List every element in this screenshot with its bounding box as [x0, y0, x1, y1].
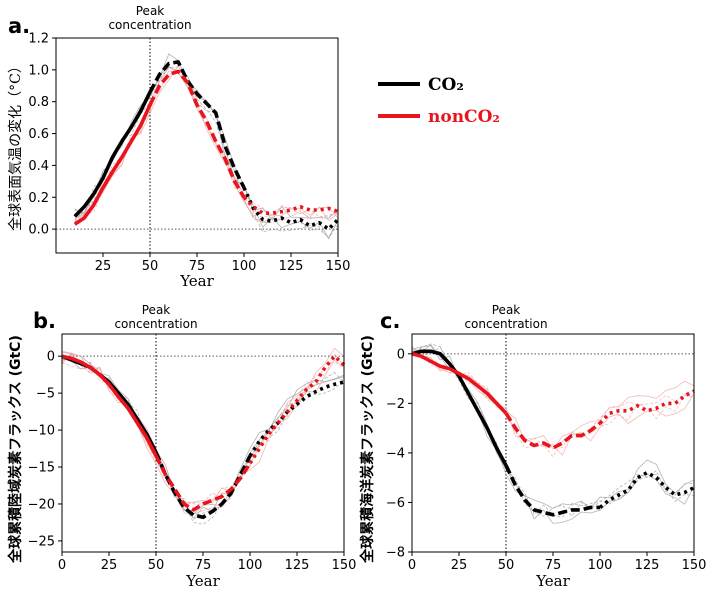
panel-c-xtick-0: 0 [408, 558, 416, 573]
panel-b: b. Peak concentration 0 25 50 75 100 125 1500−… [7, 303, 356, 590]
panel-c-xtick-50: 50 [498, 558, 515, 573]
panel-b-co2-line-decline [154, 451, 252, 520]
panel-a-xtick-150: 150 [326, 259, 351, 274]
panel-c-xlabel: Year [535, 572, 570, 590]
panel-a-nonco2-line-ramp [73, 104, 152, 226]
panel-b-xtick-150: 150 [332, 558, 357, 573]
panel-c: c. Peak concentration 0 25 50 75 100 125 1500−… [359, 303, 706, 590]
panel-b-xtick-50: 50 [148, 558, 165, 573]
panel-b-ticks: 0 25 50 75 100 125 150 0 −5 −10 −15 −20 −25 [28, 350, 357, 573]
panel-a-ytick-1: 0.2 [28, 191, 49, 206]
panel-a-xtick-75: 75 [189, 259, 206, 274]
panel-b-peak-label-line2: concentration [114, 317, 197, 331]
panel-a-ensemble-nonco2-3 [74, 67, 339, 225]
panel-a-xtick-50: 50 [142, 259, 159, 274]
panel-c-nonco2-line-ramp [411, 352, 508, 415]
panel-b-xtick-25: 25 [101, 558, 118, 573]
panel-b-xtick-125: 125 [285, 558, 310, 573]
panel-c-label: c. [380, 309, 400, 333]
panel-b-ytick-3: −15 [28, 461, 55, 476]
legend-nonco2-label: nonCO₂ [428, 107, 500, 127]
panel-a-xtick-25: 25 [95, 259, 112, 274]
panel-a-ensemble-co2-0 [74, 53, 339, 221]
panel-b-ensemble-nonco2-2 [61, 347, 345, 504]
panel-c-xtick-150: 150 [682, 558, 707, 573]
panel-b-ytick-0: 0 [47, 350, 55, 365]
panel-a-xlabel: Year [179, 272, 214, 290]
panel-a-plot [56, 38, 340, 253]
panel-a-ticks: 25 50 75 100 125 150 0.0 0.2 0.4 0.6 0.8 1.0 1.2 [28, 32, 350, 275]
panel-c-ticks: 0 25 50 75 100 125 150 0 −2 −4 −6 −8 [386, 347, 707, 573]
panel-a-ensemble-nonco2-0 [74, 64, 339, 219]
panel-c-xtick-125: 125 [635, 558, 660, 573]
panel-b-ytick-5: −25 [28, 534, 55, 549]
panel-a-ytick-2: 0.4 [28, 159, 49, 174]
panel-a-xtick-100: 100 [232, 259, 257, 274]
panel-a-label: a. [8, 14, 30, 38]
panel-b-ensemble-nonco2-0 [61, 350, 345, 515]
panel-b-ytick-1: −5 [36, 387, 55, 402]
panel-c-xtick-75: 75 [545, 558, 562, 573]
panel-b-ensemble-co2-3 [61, 357, 345, 520]
panel-b-frame [61, 333, 345, 553]
panel-c-ensemble-nonco2-2 [411, 349, 695, 450]
panel-c-ytick-2: −4 [386, 446, 405, 461]
panel-a-peak-label-line1: Peak [136, 4, 165, 18]
panel-b-xtick-0: 0 [58, 558, 66, 573]
panel-a: a. Peak concentration 25 50 75 100 125 150 0.0… [7, 4, 350, 290]
panel-a-peak-label-line2: concentration [108, 18, 191, 32]
panel-a-ytick-5: 1.0 [28, 63, 49, 78]
panel-b-nonco2-line-ramp [61, 354, 158, 457]
panel-c-ylabel: 全球累積海洋炭素フラックス (GtC) [359, 335, 376, 564]
panel-b-plot [61, 334, 346, 552]
panel-a-ylabel: 全球表面気温の変化（°C） [7, 59, 24, 231]
panel-c-xtick-25: 25 [451, 558, 468, 573]
panel-b-xtick-75: 75 [195, 558, 212, 573]
panel-c-peak-label-line2: concentration [464, 317, 547, 331]
panel-b-nonco2-line-decline [154, 455, 252, 512]
panel-c-ytick-0: 0 [397, 347, 405, 362]
panel-c-plot [411, 334, 695, 552]
panel-c-ytick-1: −2 [386, 397, 405, 412]
panel-b-co2-line-tail [248, 380, 345, 457]
panel-c-co2-line-ramp [411, 349, 508, 467]
panel-c-peak-label-line1: Peak [492, 303, 521, 317]
panel-c-co2-line-decline [504, 464, 600, 517]
panel-c-nonco2-line-decline [504, 412, 602, 450]
panel-a-co2-line-ramp [73, 91, 152, 218]
panel-b-co2-line-ramp [61, 354, 158, 454]
panel-a-ytick-3: 0.6 [28, 127, 49, 142]
panel-b-xlabel: Year [185, 572, 220, 590]
panel-c-co2-line-tail [598, 470, 695, 509]
panel-a-nonco2-line-decline [148, 69, 246, 199]
panel-a-nonco2-line-tail [242, 196, 339, 215]
panel-a-co2-line-decline [148, 60, 246, 189]
panel-a-ensemble-nonco2-2 [74, 70, 339, 224]
legend: CO₂ nonCO₂ [378, 75, 500, 127]
panel-b-xtick-100: 100 [238, 558, 263, 573]
panel-c-ensemble-co2-3 [411, 343, 695, 517]
panel-b-label: b. [33, 309, 56, 333]
panel-b-ytick-2: −10 [28, 424, 55, 439]
legend-co2-label: CO₂ [428, 75, 464, 95]
panel-b-nonco2-line-tail [248, 354, 346, 465]
panel-a-ensemble-nonco2-1 [74, 69, 339, 223]
panel-c-xtick-100: 100 [588, 558, 613, 573]
panel-a-xtick-125: 125 [279, 259, 304, 274]
panel-b-ensemble-co2-0 [61, 358, 345, 519]
panel-c-ytick-3: −6 [386, 496, 405, 511]
panel-b-ytick-4: −20 [28, 497, 55, 512]
panel-a-ytick-6: 1.2 [28, 32, 49, 47]
panel-b-ylabel: 全球累積陸域炭素フラックス (GtC) [7, 335, 24, 564]
panel-a-ytick-0: 0.0 [28, 223, 49, 238]
panel-c-ytick-4: −8 [386, 546, 405, 561]
panel-a-ytick-4: 0.8 [28, 95, 49, 110]
panel-b-peak-label-line1: Peak [142, 303, 171, 317]
